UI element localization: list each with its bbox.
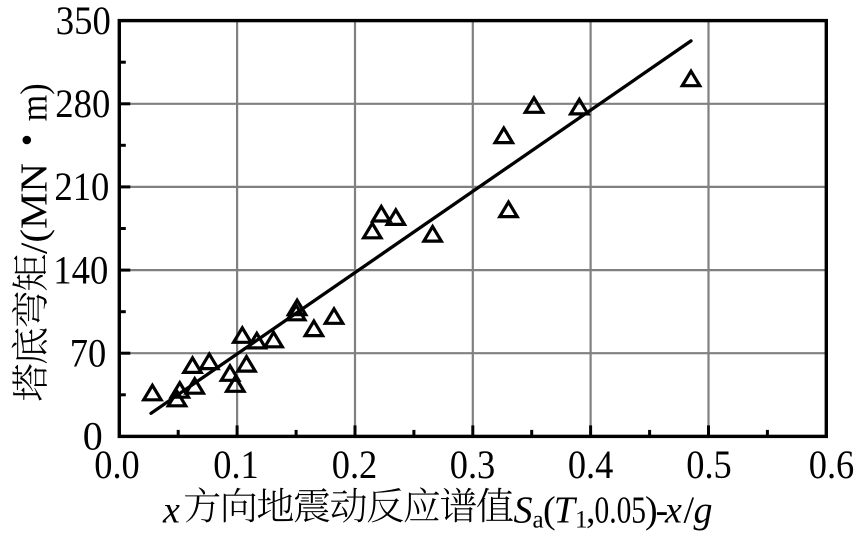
svg-text:a: a xyxy=(533,507,544,534)
svg-text:x: x xyxy=(162,490,180,532)
svg-text:S: S xyxy=(514,490,533,532)
svg-text:/: / xyxy=(684,490,695,532)
svg-text:0.1: 0.1 xyxy=(213,442,259,487)
svg-text:0.0: 0.0 xyxy=(94,442,140,487)
svg-text:140: 140 xyxy=(53,247,108,292)
svg-text:0.3: 0.3 xyxy=(450,442,496,487)
svg-text:(: ( xyxy=(543,490,556,532)
svg-text:,: , xyxy=(586,490,596,532)
svg-text:m): m) xyxy=(14,83,56,121)
svg-text:g: g xyxy=(694,490,713,532)
svg-text:1: 1 xyxy=(575,507,588,534)
svg-text:0: 0 xyxy=(83,414,103,459)
svg-text:-: - xyxy=(656,490,669,532)
svg-text:0.6: 0.6 xyxy=(809,442,855,487)
svg-text:0.5: 0.5 xyxy=(686,442,732,487)
svg-text:/(MN: /(MN xyxy=(14,163,56,254)
svg-text:70: 70 xyxy=(70,330,107,375)
svg-text:0.4: 0.4 xyxy=(568,442,614,487)
svg-text:280: 280 xyxy=(55,81,110,126)
svg-text:0.2: 0.2 xyxy=(332,442,378,487)
svg-text:T: T xyxy=(554,490,578,532)
svg-text:): ) xyxy=(645,490,658,532)
svg-text:0.05: 0.05 xyxy=(595,490,647,532)
svg-text:350: 350 xyxy=(56,0,111,43)
svg-text:x: x xyxy=(664,490,682,532)
svg-text:210: 210 xyxy=(54,164,109,209)
